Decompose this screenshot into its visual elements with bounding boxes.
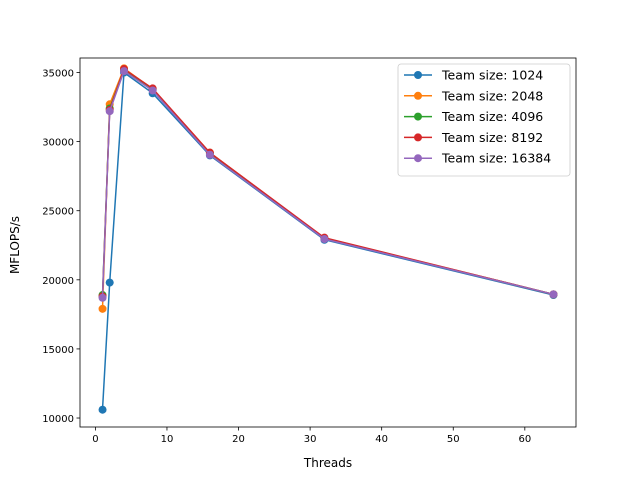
plot-frame [79, 57, 577, 428]
data-point [98, 405, 107, 414]
legend: Team size: 1024 Team size: 2048 Team size:… [397, 63, 571, 177]
legend-item: Team size: 4096 [404, 109, 543, 124]
legend-marker [414, 71, 422, 79]
legend-item: Team size: 16384 [404, 151, 551, 166]
legend-marker [414, 112, 422, 121]
legend-item: Team size: 2048 [404, 88, 543, 103]
series-layer [98, 64, 558, 414]
y-tick-label: 10000 [42, 414, 74, 425]
y-tick-label: 20000 [42, 276, 74, 287]
legend-label: Team size: 4096 [441, 109, 543, 124]
legend-label: Team size: 2048 [441, 88, 543, 103]
data-point [549, 290, 558, 299]
legend-label: Team size: 8192 [441, 130, 543, 145]
data-point [105, 107, 114, 116]
legend-box [397, 63, 571, 177]
legend-item: Team size: 1024 [404, 68, 543, 83]
legend-item: Team size: 8192 [404, 130, 543, 145]
legend-label: Team size: 1024 [441, 68, 543, 83]
legend-marker [414, 154, 422, 163]
data-point [105, 278, 114, 287]
x-tick-label: 10 [161, 434, 174, 445]
x-axis-label: Threads [303, 456, 352, 470]
legend-marker [414, 91, 422, 100]
data-point [98, 293, 107, 302]
legend-label: Team size: 16384 [441, 151, 551, 166]
x-tick-label: 0 [92, 434, 98, 445]
data-point [148, 86, 157, 95]
x-tick-label: 60 [518, 434, 531, 445]
x-axis-ticks: 0 10 20 30 40 50 60 [92, 427, 531, 445]
y-tick-label: 35000 [42, 69, 74, 80]
x-tick-label: 30 [304, 434, 317, 445]
data-point [205, 150, 214, 159]
series-4 [98, 67, 558, 302]
data-point [98, 304, 107, 313]
legend-marker [414, 133, 422, 142]
data-point [120, 67, 129, 76]
x-tick-label: 40 [375, 434, 388, 445]
y-axis-ticks: 10000 15000 20000 25000 30000 35000 [42, 69, 80, 425]
y-axis-label: MFLOPS/s [8, 216, 22, 274]
data-point [320, 235, 329, 244]
y-tick-label: 25000 [42, 207, 74, 218]
x-tick-label: 20 [232, 434, 245, 445]
y-tick-label: 15000 [42, 345, 74, 356]
y-tick-label: 30000 [42, 138, 74, 149]
x-tick-label: 50 [447, 434, 460, 445]
